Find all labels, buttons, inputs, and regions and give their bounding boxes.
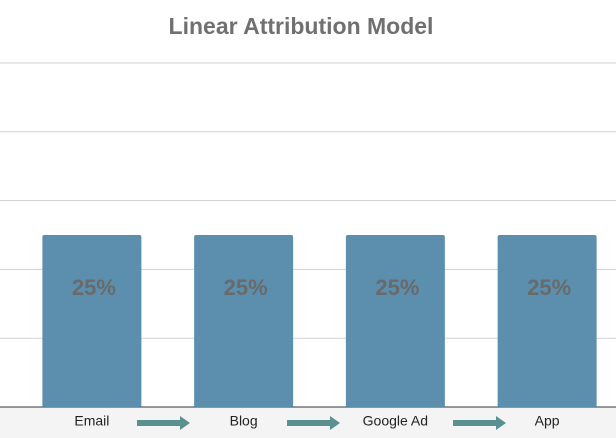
x-tick-label: Google Ad: [363, 413, 428, 429]
bar: [42, 235, 142, 407]
bar: [497, 235, 597, 407]
x-tick-label: Blog: [230, 413, 258, 429]
value-label: 25%: [224, 275, 268, 300]
chart-title: Linear Attribution Model: [169, 13, 434, 39]
arrow: [137, 416, 190, 430]
value-label: 25%: [72, 275, 116, 300]
arrow: [453, 416, 506, 430]
value-label: 25%: [375, 275, 419, 300]
value-label: 25%: [527, 275, 571, 300]
bar: [194, 235, 294, 407]
x-tick-label: App: [535, 413, 560, 429]
arrow: [287, 416, 340, 430]
bar: [345, 235, 445, 407]
x-tick-label: Email: [74, 413, 109, 429]
flow-arrows: [137, 416, 506, 430]
